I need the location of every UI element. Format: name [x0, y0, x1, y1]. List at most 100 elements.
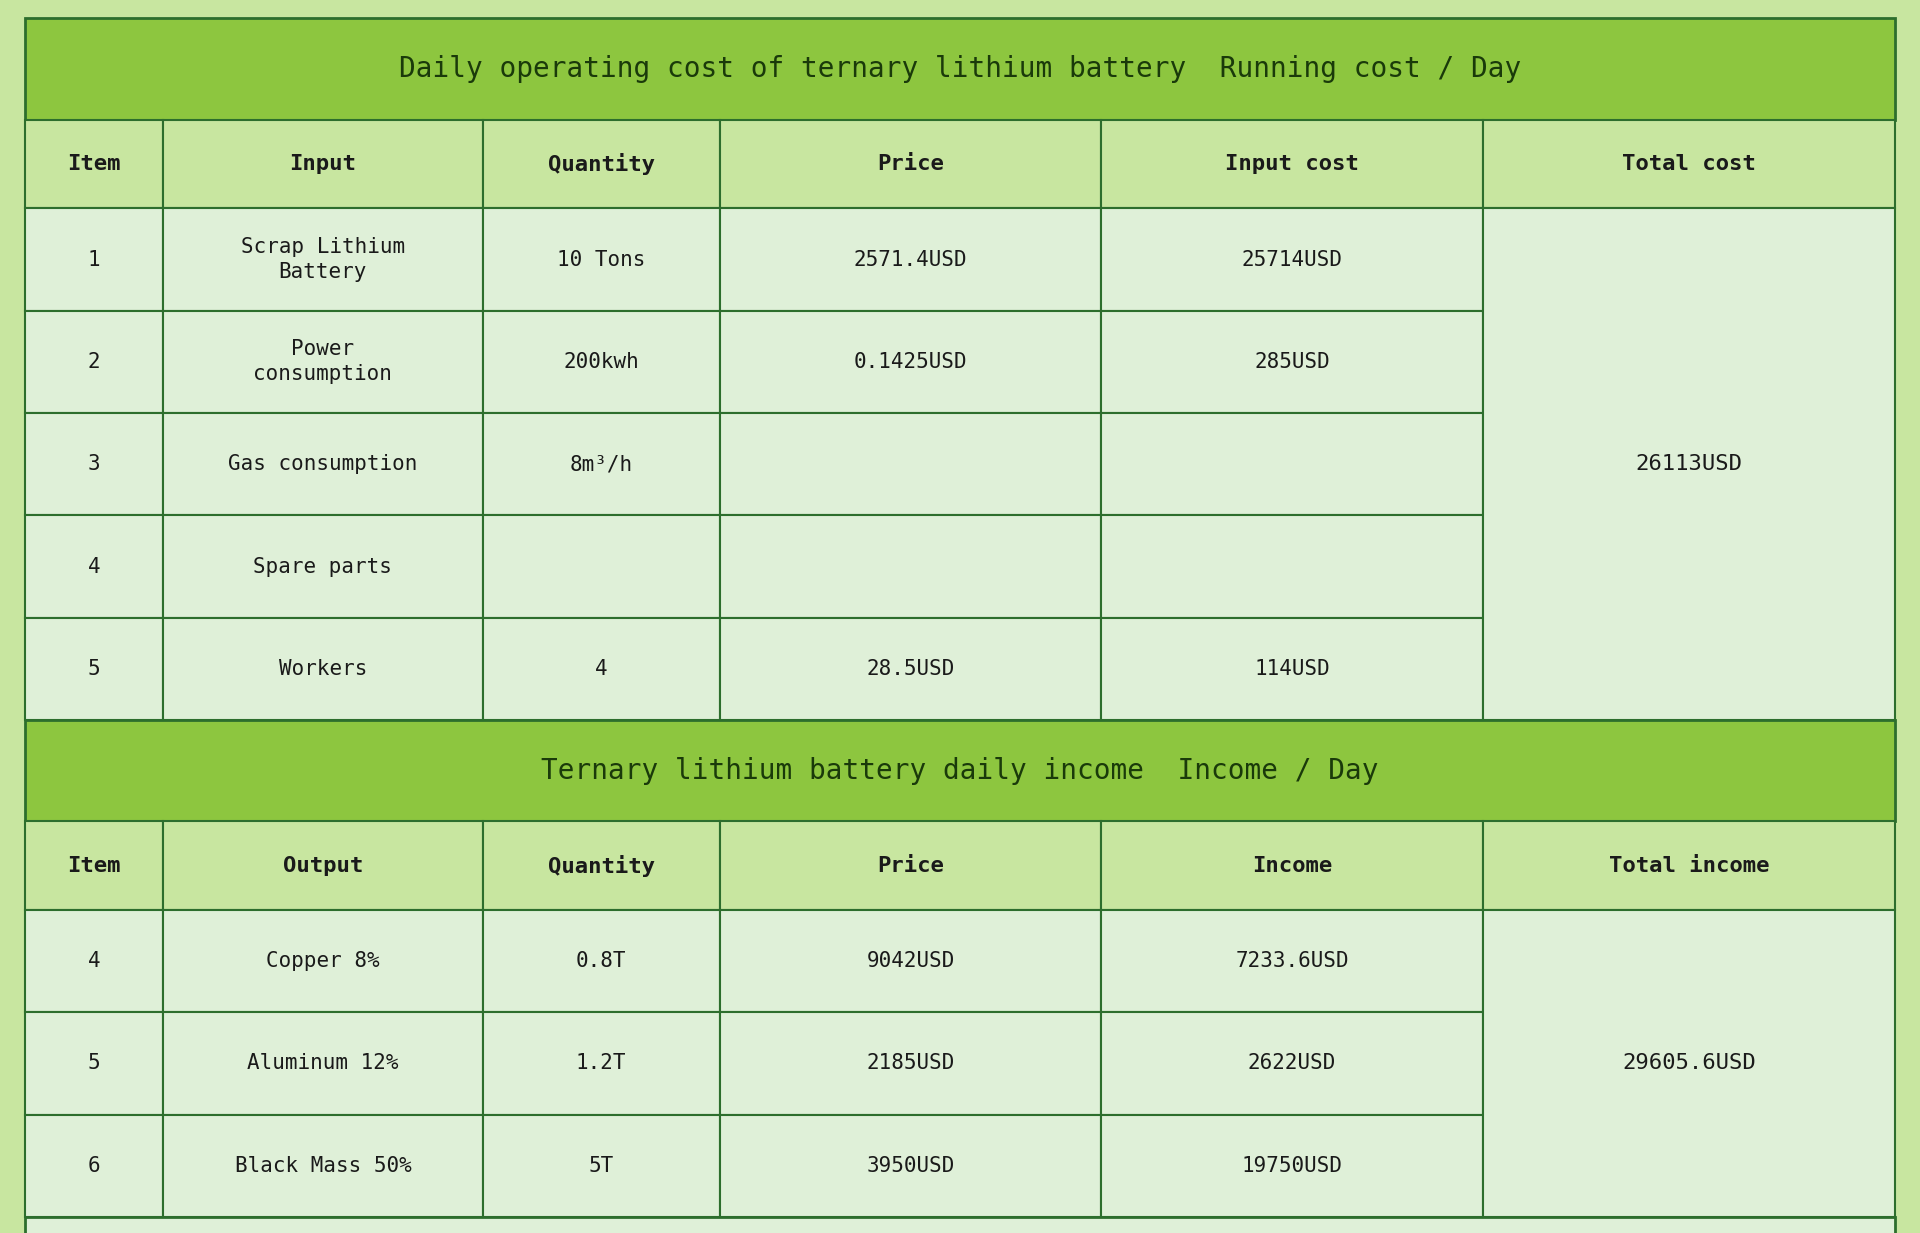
Bar [482, 120, 720, 208]
Text: Input cost: Input cost [1225, 154, 1359, 174]
Text: Copper 8%: Copper 8% [267, 951, 380, 972]
Bar [482, 1115, 720, 1217]
Bar [163, 120, 482, 208]
Bar [1102, 618, 1482, 720]
Text: 0.1425USD: 0.1425USD [854, 351, 968, 372]
Text: 8m³/h: 8m³/h [570, 454, 634, 475]
Text: Aluminum 12%: Aluminum 12% [248, 1053, 399, 1074]
Bar [25, 821, 163, 910]
Text: 2622USD: 2622USD [1248, 1053, 1336, 1074]
Bar [25, 413, 163, 515]
Bar [482, 821, 720, 910]
Bar [1102, 821, 1482, 910]
Text: Daily operating cost of ternary lithium battery  Running cost / Day: Daily operating cost of ternary lithium … [399, 55, 1521, 83]
Bar [482, 311, 720, 413]
Text: 2: 2 [88, 351, 100, 372]
Bar [163, 208, 482, 311]
Bar [1102, 120, 1482, 208]
Text: 5: 5 [88, 658, 100, 679]
Text: 5T: 5T [589, 1155, 614, 1176]
Text: 6: 6 [88, 1155, 100, 1176]
Text: Workers: Workers [278, 658, 367, 679]
Text: 26113USD: 26113USD [1636, 454, 1741, 475]
Text: 5: 5 [88, 1053, 100, 1074]
Bar [1482, 821, 1895, 910]
Bar [163, 910, 482, 1012]
Bar [25, 618, 163, 720]
Bar [25, 120, 163, 208]
Bar [1102, 1012, 1482, 1115]
Bar [1102, 910, 1482, 1012]
Bar [25, 1115, 163, 1217]
Bar [163, 1012, 482, 1115]
Bar [25, 208, 163, 311]
Bar [720, 515, 1102, 618]
Bar [1482, 120, 1895, 208]
Bar [25, 720, 1895, 821]
Text: 10 Tons: 10 Tons [557, 249, 645, 270]
Text: Spare parts: Spare parts [253, 556, 392, 577]
Bar [163, 618, 482, 720]
Text: Item: Item [67, 856, 121, 875]
Text: Income: Income [1252, 856, 1332, 875]
Text: 2185USD: 2185USD [866, 1053, 954, 1074]
Bar [482, 1012, 720, 1115]
Text: 25714USD: 25714USD [1242, 249, 1342, 270]
Bar [163, 1115, 482, 1217]
Text: 19750USD: 19750USD [1242, 1155, 1342, 1176]
Bar [482, 618, 720, 720]
Bar [720, 208, 1102, 311]
Bar [482, 515, 720, 618]
Bar [720, 1115, 1102, 1217]
Text: Gas consumption: Gas consumption [228, 454, 417, 475]
Bar [720, 120, 1102, 208]
Bar [163, 311, 482, 413]
Text: 1: 1 [88, 249, 100, 270]
Text: Total cost: Total cost [1622, 154, 1755, 174]
Text: Price: Price [877, 856, 945, 875]
Bar [720, 910, 1102, 1012]
Bar [25, 910, 163, 1012]
Text: 28.5USD: 28.5USD [866, 658, 954, 679]
Bar [1482, 910, 1895, 1217]
Text: 2571.4USD: 2571.4USD [854, 249, 968, 270]
Text: Input: Input [290, 154, 357, 174]
Bar [720, 1012, 1102, 1115]
Text: Price: Price [877, 154, 945, 174]
Bar [163, 413, 482, 515]
Bar [482, 910, 720, 1012]
Bar [720, 618, 1102, 720]
Text: Total income: Total income [1609, 856, 1768, 875]
Bar [25, 515, 163, 618]
Bar [1102, 1115, 1482, 1217]
Bar [482, 208, 720, 311]
Text: 3: 3 [88, 454, 100, 475]
Bar [720, 413, 1102, 515]
Text: Ternary lithium battery daily income  Income / Day: Ternary lithium battery daily income Inc… [541, 757, 1379, 784]
Text: 200kwh: 200kwh [563, 351, 639, 372]
Bar [1102, 515, 1482, 618]
Bar [25, 1217, 1895, 1233]
Bar [25, 1012, 163, 1115]
Bar [1102, 413, 1482, 515]
Bar [1102, 311, 1482, 413]
Text: 29605.6USD: 29605.6USD [1622, 1053, 1755, 1074]
Text: 285USD: 285USD [1254, 351, 1331, 372]
Text: Power
consumption: Power consumption [253, 339, 392, 385]
Bar [1102, 208, 1482, 311]
Text: Scrap Lithium
Battery: Scrap Lithium Battery [240, 237, 405, 282]
Text: 4: 4 [88, 556, 100, 577]
Text: Quantity: Quantity [547, 854, 655, 877]
Text: 0.8T: 0.8T [576, 951, 626, 972]
Text: 3950USD: 3950USD [866, 1155, 954, 1176]
Bar [163, 821, 482, 910]
Text: Quantity: Quantity [547, 153, 655, 175]
Text: 4: 4 [595, 658, 607, 679]
Text: 1.2T: 1.2T [576, 1053, 626, 1074]
Text: Item: Item [67, 154, 121, 174]
Text: 9042USD: 9042USD [866, 951, 954, 972]
Bar [25, 311, 163, 413]
Bar [720, 311, 1102, 413]
Text: 4: 4 [88, 951, 100, 972]
Bar [720, 821, 1102, 910]
